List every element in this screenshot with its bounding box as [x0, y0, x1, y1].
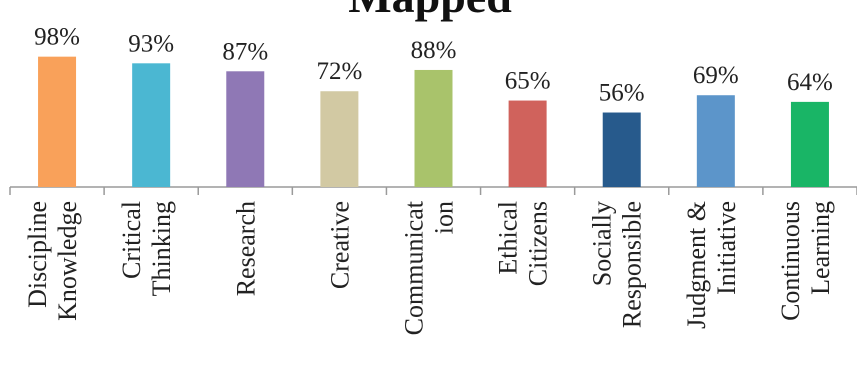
- x-tick-label-line: Initiative: [712, 201, 741, 295]
- data-label: 56%: [599, 80, 645, 107]
- x-tick-label: Judgment & Initiative: [682, 201, 741, 329]
- x-tick-label-line: Citizens: [524, 201, 553, 286]
- x-tick-label: Socially Responsible: [588, 201, 647, 328]
- x-tick-label: Continuous Learning: [776, 201, 835, 321]
- bar: [38, 56, 77, 187]
- x-tick-label-line: Ethical: [494, 201, 523, 275]
- x-tick-label-line: Judgment &: [682, 201, 711, 329]
- x-tick-label-line: Continuous: [776, 201, 805, 321]
- bar: [790, 101, 829, 187]
- x-tick-label-line: Knowledge: [53, 201, 82, 321]
- data-label: 93%: [128, 30, 174, 57]
- bar: [320, 91, 359, 187]
- x-tick-label-line: Socially: [588, 201, 617, 286]
- bar: [508, 100, 547, 187]
- x-tick-label-line: Discipline: [23, 201, 52, 308]
- data-label: 72%: [316, 58, 362, 85]
- x-tick-label-line: Thinking: [147, 201, 176, 296]
- data-label: 87%: [222, 38, 268, 65]
- data-label: 88%: [411, 37, 457, 64]
- x-tick-label: Discipline Knowledge: [23, 201, 82, 321]
- x-tick-label-line: Research: [231, 201, 260, 296]
- x-tick-label: Critical Thinking: [117, 201, 176, 296]
- data-label: 69%: [693, 62, 739, 89]
- x-tick-label-line: Responsible: [618, 201, 647, 328]
- x-tick-label-line: Creative: [325, 201, 354, 289]
- bar: [132, 63, 171, 188]
- x-tick-label-line: Critical: [117, 201, 146, 279]
- x-tick-label-line: Learning: [806, 201, 835, 295]
- x-tick-label: Ethical Citizens: [494, 201, 553, 286]
- x-axis-ticks: [9, 187, 857, 195]
- data-label: 64%: [787, 69, 833, 96]
- bar: [226, 71, 265, 187]
- bar: [414, 69, 453, 187]
- data-label: 98%: [34, 24, 80, 51]
- x-tick-label: Creative: [325, 201, 354, 289]
- data-label: 65%: [505, 68, 551, 95]
- bar: [602, 112, 641, 187]
- bars-group: [38, 56, 829, 188]
- category-labels-group: Discipline Knowledge Critical Thinking Resea…: [23, 200, 835, 335]
- bar: [696, 95, 735, 187]
- x-tick-label: Communicat ion: [400, 200, 459, 335]
- chart-title: Mapped: [348, 0, 512, 22]
- x-tick-label-line: Communicat: [400, 200, 429, 335]
- x-tick-label-line: ion: [430, 201, 459, 234]
- value-labels-group: 98% 93% 87% 72% 88% 65% 56% 69% 64%: [34, 24, 833, 107]
- x-tick-label: Research: [231, 201, 260, 296]
